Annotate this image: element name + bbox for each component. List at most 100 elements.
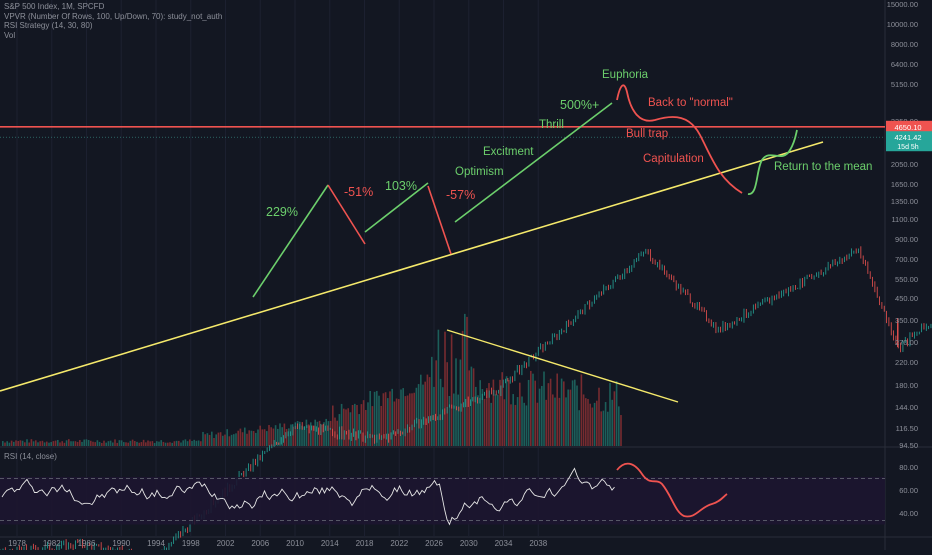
annotation-label: Thrill <box>539 119 564 131</box>
volume-bar <box>131 439 134 446</box>
volume-bar <box>63 442 66 446</box>
swing-line-500 <box>454 102 613 223</box>
volume-bar <box>332 405 334 446</box>
volume-bar <box>145 442 147 446</box>
volume-bar <box>35 440 37 446</box>
volume-bar <box>43 442 46 446</box>
volume-bar <box>184 439 187 446</box>
long-term-trendline <box>0 141 824 392</box>
last-price-label: 4241.42 <box>894 133 921 142</box>
volume-bar <box>92 441 94 446</box>
volume-bar <box>94 442 96 446</box>
volume-bar <box>153 442 156 446</box>
volume-bar <box>274 425 277 446</box>
volume-bar <box>39 441 41 446</box>
volume-bar <box>226 429 228 446</box>
volume-bar <box>439 378 442 446</box>
volume-bar <box>4 442 6 446</box>
volume-bar <box>543 371 545 446</box>
volume-bar <box>107 441 110 446</box>
x-tick-label: 2022 <box>390 539 408 548</box>
volume-bar <box>365 409 367 446</box>
legend-strategy[interactable]: RSI Strategy (14, 30, 80) <box>4 21 93 30</box>
volume-bar <box>461 330 464 446</box>
volume-bar <box>156 441 158 446</box>
volume-bar <box>571 380 574 446</box>
volume-bar <box>182 440 184 446</box>
volume-bar <box>510 404 512 446</box>
volume-bar <box>96 440 99 446</box>
legend-symbol[interactable]: S&P 500 Index, 1M, SPCFD <box>4 2 105 11</box>
volume-bar <box>347 408 349 446</box>
volume-bar <box>437 329 440 446</box>
volume-bar <box>499 379 501 446</box>
volume-bar <box>415 387 418 446</box>
volume-bar <box>202 431 204 446</box>
volume-bar <box>580 374 583 446</box>
volume-bar <box>175 440 178 446</box>
annotation-label: Back to "normal" <box>648 97 733 109</box>
annotation-label: Bull trap <box>626 128 668 140</box>
volume-bar <box>76 441 79 446</box>
volume-bar <box>316 421 319 446</box>
volume-bar <box>138 442 140 446</box>
volume-bar <box>215 434 217 446</box>
volume-bar <box>402 388 404 446</box>
volume-bar <box>164 442 167 446</box>
volume-bar <box>554 397 556 446</box>
volume-bar <box>8 442 11 446</box>
volume-bar <box>521 396 523 446</box>
volume-bar <box>472 368 475 446</box>
volume-bar <box>378 395 380 446</box>
volume-bar <box>134 441 136 446</box>
volume-bar <box>538 388 541 446</box>
volume-bar <box>118 440 121 446</box>
volume-bar <box>345 409 347 446</box>
volume-bar <box>129 440 132 446</box>
x-tick-label: 2010 <box>286 539 304 548</box>
volume-bar <box>519 382 521 446</box>
volume-bar <box>336 420 338 446</box>
volume-trendline <box>446 329 679 403</box>
volume-bar <box>505 376 508 446</box>
rsi-legend[interactable]: RSI (14, close) <box>4 452 57 461</box>
volume-bar <box>266 431 268 446</box>
volume-bar <box>567 389 569 446</box>
swing-line-103 <box>364 182 429 233</box>
volume-bar <box>552 394 554 446</box>
volume-bar <box>428 377 431 446</box>
volume-tick-label: 220.00 <box>895 358 918 367</box>
volume-bar <box>59 442 61 446</box>
legend-vol[interactable]: Vol <box>4 30 16 40</box>
volume-bar <box>618 406 620 446</box>
volume-bar <box>279 423 281 446</box>
volume-bar <box>114 439 116 446</box>
volume-bar <box>261 429 264 446</box>
x-tick-label: 1998 <box>182 539 200 548</box>
volume-tick-label: 94.50 <box>899 441 918 450</box>
volume-bar <box>470 366 473 446</box>
volume-bar <box>459 359 462 446</box>
volume-bar <box>13 441 15 446</box>
volume-bar <box>186 441 189 446</box>
x-tick-label: 1994 <box>147 539 165 548</box>
last-price-tag <box>886 131 932 152</box>
annotation-label: -51% <box>344 185 373 199</box>
volume-bar <box>70 441 72 446</box>
legend-vpvr[interactable]: VPVR (Number Of Rows, 100, Up/Down, 70):… <box>4 11 223 21</box>
volume-bar <box>604 402 607 446</box>
volume-bar <box>404 396 407 446</box>
volume-bar <box>116 442 118 446</box>
volume-bar <box>468 370 470 446</box>
volume-bar <box>424 381 426 446</box>
volume-bar <box>547 383 550 446</box>
volume-bar <box>151 441 154 446</box>
volume-bar <box>193 439 195 446</box>
volume-bar <box>171 442 173 446</box>
y-tick-label: 10000.00 <box>887 20 918 29</box>
volume-bar <box>26 439 28 446</box>
volume-bar <box>312 425 314 446</box>
volume-bar <box>582 394 585 446</box>
